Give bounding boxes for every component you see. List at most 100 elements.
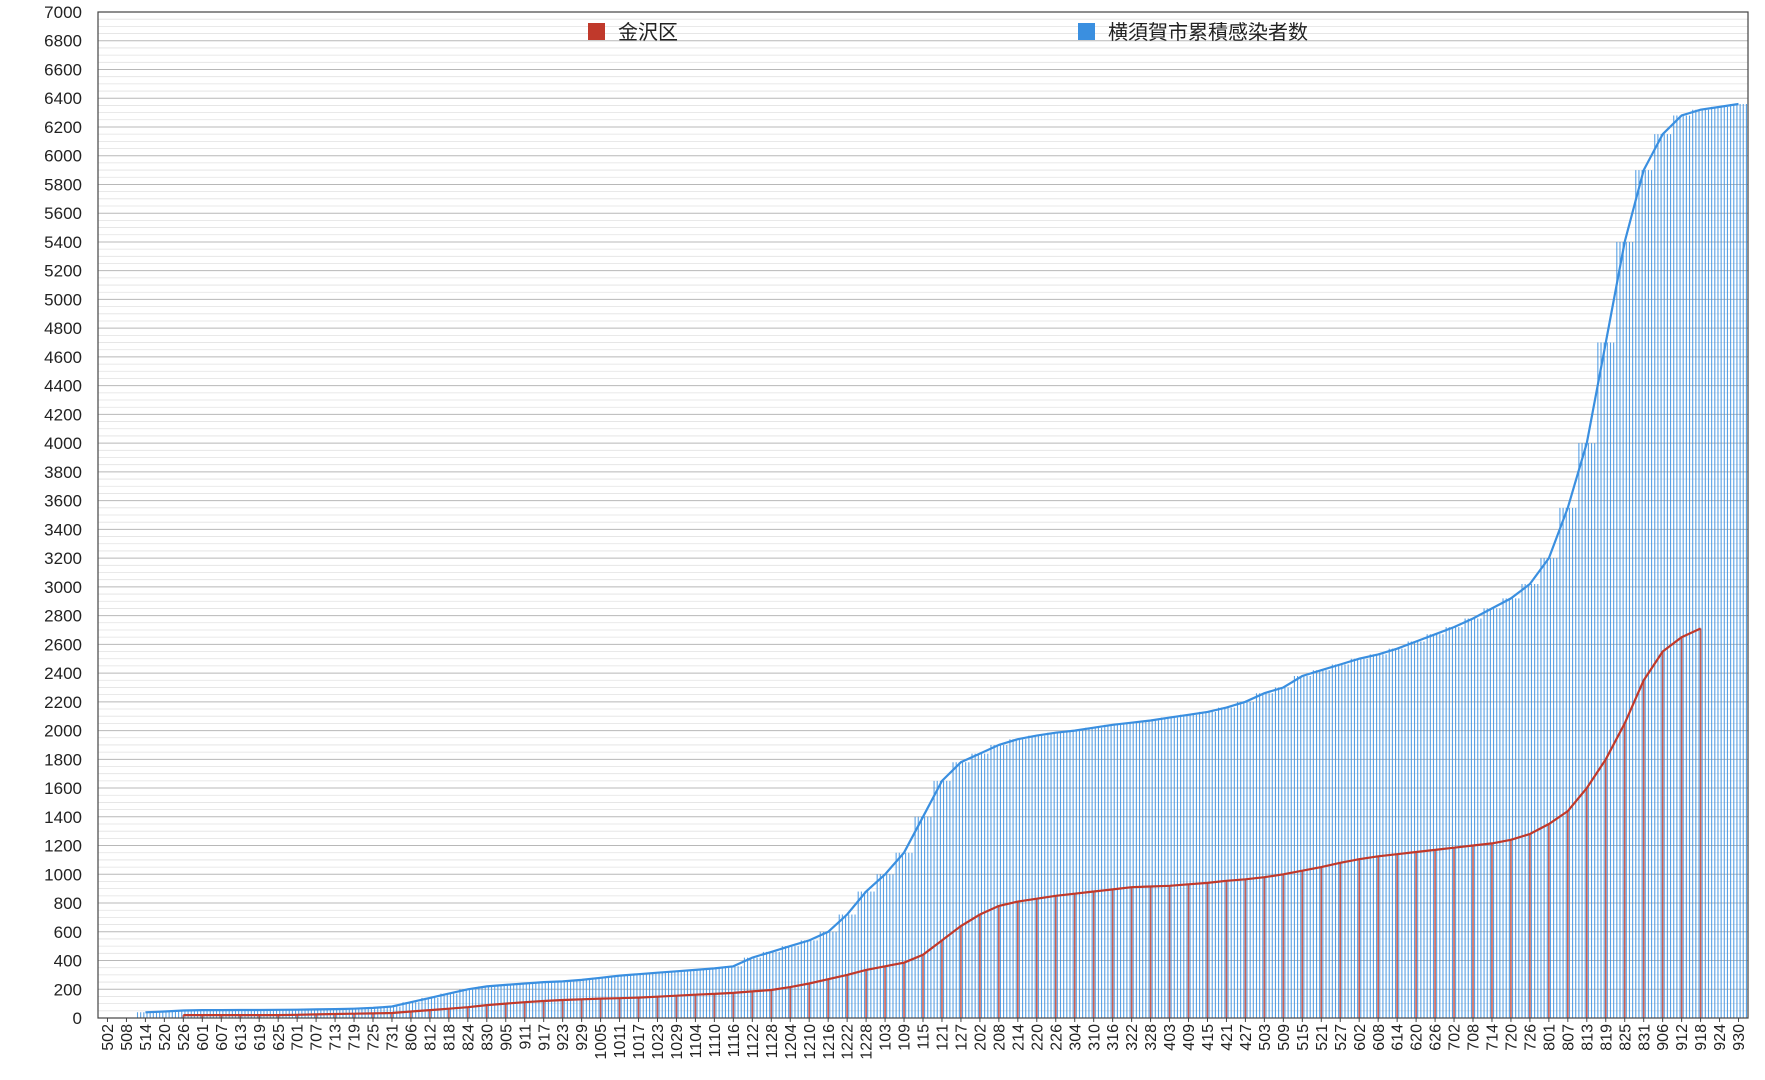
y-tick-label: 3600	[44, 492, 82, 511]
series-bars-red	[182, 628, 1702, 1018]
x-tick-label: 1128	[764, 1024, 781, 1059]
x-tick-label: 322	[1124, 1024, 1141, 1051]
x-tick-label: 109	[897, 1024, 914, 1051]
x-tick-label: 514	[138, 1024, 155, 1051]
x-tick-label: 619	[252, 1024, 269, 1051]
x-tick-label: 427	[1238, 1024, 1255, 1051]
y-tick-label: 4000	[44, 434, 82, 453]
y-tick-label: 1200	[44, 837, 82, 856]
y-tick-label: 2800	[44, 607, 82, 626]
y-tick-label: 3200	[44, 549, 82, 568]
y-tick-label: 6400	[44, 89, 82, 108]
x-tick-label: 607	[214, 1024, 231, 1051]
x-tick-label: 801	[1541, 1024, 1558, 1051]
y-tick-label: 3800	[44, 463, 82, 482]
y-tick-label: 800	[54, 894, 82, 913]
legend-swatch-blue	[1078, 23, 1095, 40]
x-tick-label: 714	[1485, 1024, 1502, 1051]
x-tick-label: 912	[1674, 1024, 1691, 1051]
legend: 金沢区 横須賀市累積感染者数	[588, 21, 1308, 44]
legend-label-blue: 横須賀市累積感染者数	[1108, 21, 1308, 44]
x-tick-label: 1110	[707, 1024, 724, 1057]
x-tick-label: 310	[1086, 1024, 1103, 1051]
x-tick-label: 602	[1352, 1024, 1369, 1051]
y-tick-label: 6800	[44, 32, 82, 51]
x-tick-label: 521	[1314, 1024, 1331, 1051]
gridlines	[98, 11, 1748, 1019]
y-tick-label: 600	[54, 923, 82, 942]
x-tick-label: 825	[1617, 1024, 1634, 1051]
x-tick-label: 1104	[688, 1024, 705, 1059]
x-tick-label: 924	[1712, 1024, 1729, 1051]
x-tick-label: 720	[1504, 1024, 1521, 1051]
x-tick-label: 226	[1048, 1024, 1065, 1051]
series-lines	[145, 102, 1739, 1017]
x-tick-label: 526	[176, 1024, 193, 1051]
x-tick-label: 625	[271, 1024, 288, 1051]
x-tick-label: 613	[233, 1024, 250, 1051]
x-tick-label: 214	[1010, 1024, 1027, 1051]
x-tick-label: 608	[1371, 1024, 1388, 1051]
y-tick-label: 7000	[44, 3, 82, 22]
x-tick-label: 812	[422, 1024, 439, 1051]
x-tick-label: 1228	[859, 1024, 876, 1060]
y-tick-label: 1600	[44, 779, 82, 798]
x-tick-label: 509	[1276, 1024, 1293, 1051]
x-tick-label: 127	[954, 1024, 971, 1051]
x-tick-label: 813	[1579, 1024, 1596, 1051]
y-tick-label: 5200	[44, 262, 82, 281]
x-tick-label: 923	[555, 1024, 572, 1051]
x-tick-label: 707	[309, 1024, 326, 1051]
x-tick-label: 719	[347, 1024, 364, 1051]
x-tick-label: 1210	[802, 1024, 819, 1060]
y-tick-label: 5400	[44, 233, 82, 252]
x-tick-label: 502	[100, 1024, 117, 1051]
x-tick-label: 626	[1428, 1024, 1445, 1051]
x-tick-label: 520	[157, 1024, 174, 1051]
x-tick-label: 403	[1162, 1024, 1179, 1051]
y-tick-labels: 0 200 400 600 800 1000 1200 1400 1600 1800 2000 220…	[44, 3, 82, 1028]
x-tick-label: 316	[1105, 1024, 1122, 1051]
x-tick-label: 1216	[821, 1024, 838, 1060]
x-tick-label: 726	[1522, 1024, 1539, 1051]
legend-label-red: 金沢区	[618, 21, 678, 44]
y-tick-label: 200	[54, 980, 82, 999]
x-tick-label: 819	[1598, 1024, 1615, 1051]
x-tick-label: 731	[385, 1024, 402, 1051]
y-tick-label: 3000	[44, 578, 82, 597]
x-tick-label: 1017	[631, 1024, 648, 1060]
y-tick-label: 4200	[44, 405, 82, 424]
x-tick-label: 1222	[840, 1024, 857, 1060]
x-tick-label: 806	[404, 1024, 421, 1051]
x-tick-label: 824	[460, 1024, 477, 1051]
y-tick-label: 1000	[44, 865, 82, 884]
x-tick-label: 208	[991, 1024, 1008, 1051]
x-tick-label: 831	[1636, 1024, 1653, 1051]
y-tick-label: 6600	[44, 60, 82, 79]
x-tick-label: 508	[119, 1024, 136, 1051]
y-tick-label: 3400	[44, 520, 82, 539]
y-tick-label: 6000	[44, 147, 82, 166]
x-tick-label: 202	[972, 1024, 989, 1051]
x-tick-label: 818	[441, 1024, 458, 1051]
x-tick-label: 515	[1295, 1024, 1312, 1051]
x-tick-label: 807	[1560, 1024, 1577, 1051]
x-tick-label: 103	[878, 1024, 895, 1051]
x-tick-label: 1023	[650, 1024, 667, 1060]
y-tick-label: 5800	[44, 175, 82, 194]
x-tick-label: 328	[1143, 1024, 1160, 1051]
y-tick-label: 400	[54, 952, 82, 971]
x-tick-label: 614	[1390, 1024, 1407, 1051]
y-tick-label: 5000	[44, 290, 82, 309]
x-tick-label: 220	[1029, 1024, 1046, 1051]
x-tick-label: 115	[916, 1024, 933, 1050]
x-tick-label: 304	[1067, 1024, 1084, 1051]
y-tick-label: 2400	[44, 664, 82, 683]
y-tick-label: 4600	[44, 348, 82, 367]
x-tick-label: 929	[574, 1024, 591, 1051]
y-tick-label: 4800	[44, 319, 82, 338]
x-tick-label: 601	[195, 1024, 212, 1051]
x-tick-label: 930	[1731, 1024, 1748, 1051]
x-tick-label: 906	[1655, 1024, 1672, 1051]
